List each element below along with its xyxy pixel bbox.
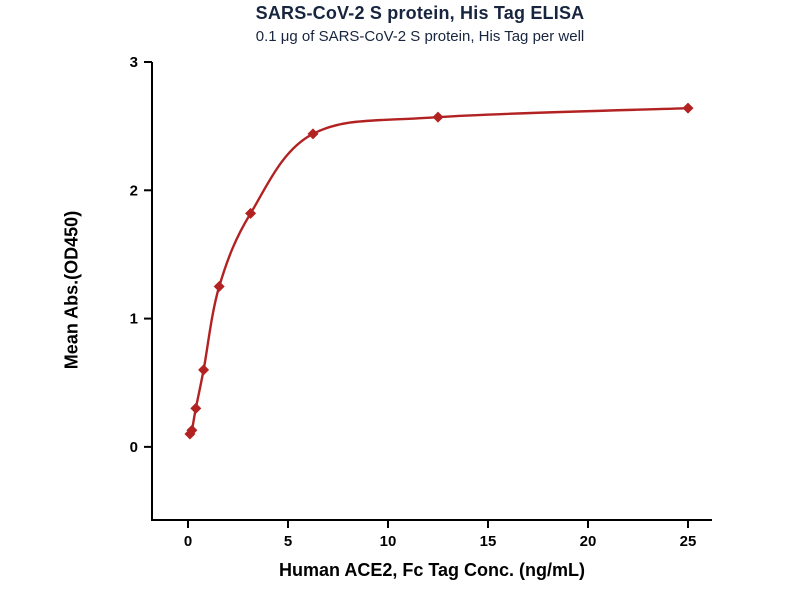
data-point-diamond bbox=[186, 424, 198, 436]
data-point-diamond bbox=[432, 111, 444, 123]
x-tick-label: 5 bbox=[284, 533, 292, 550]
fit-curve bbox=[188, 107, 690, 436]
y-tick-label: 2 bbox=[130, 182, 138, 199]
x-tick-label: 20 bbox=[580, 533, 597, 550]
x-tick-label: 25 bbox=[680, 533, 697, 550]
data-point-diamond bbox=[213, 281, 225, 293]
y-tick-label: 3 bbox=[130, 54, 138, 71]
data-point-diamond bbox=[307, 128, 319, 140]
y-tick-label: 1 bbox=[130, 311, 138, 328]
chart-subtitle: 0.1 μg of SARS-CoV-2 S protein, His Tag … bbox=[255, 28, 585, 45]
y-tick-label: 0 bbox=[130, 439, 138, 456]
y-axis-label: Mean Abs.(OD450) bbox=[61, 210, 82, 370]
x-tick-label: 15 bbox=[480, 533, 497, 550]
chart-title: SARS-CoV-2 S protein, His Tag ELISA bbox=[255, 3, 585, 23]
data-point-diamond bbox=[190, 402, 202, 414]
data-point-diamond bbox=[198, 364, 210, 376]
data-point-diamond bbox=[682, 102, 694, 114]
x-axis-label: Human ACE2, Fc Tag Conc. (ng/mL) bbox=[278, 560, 585, 580]
x-tick-label: 10 bbox=[380, 533, 397, 550]
data-point-diamond bbox=[245, 207, 257, 219]
x-tick-label: 0 bbox=[184, 533, 192, 550]
